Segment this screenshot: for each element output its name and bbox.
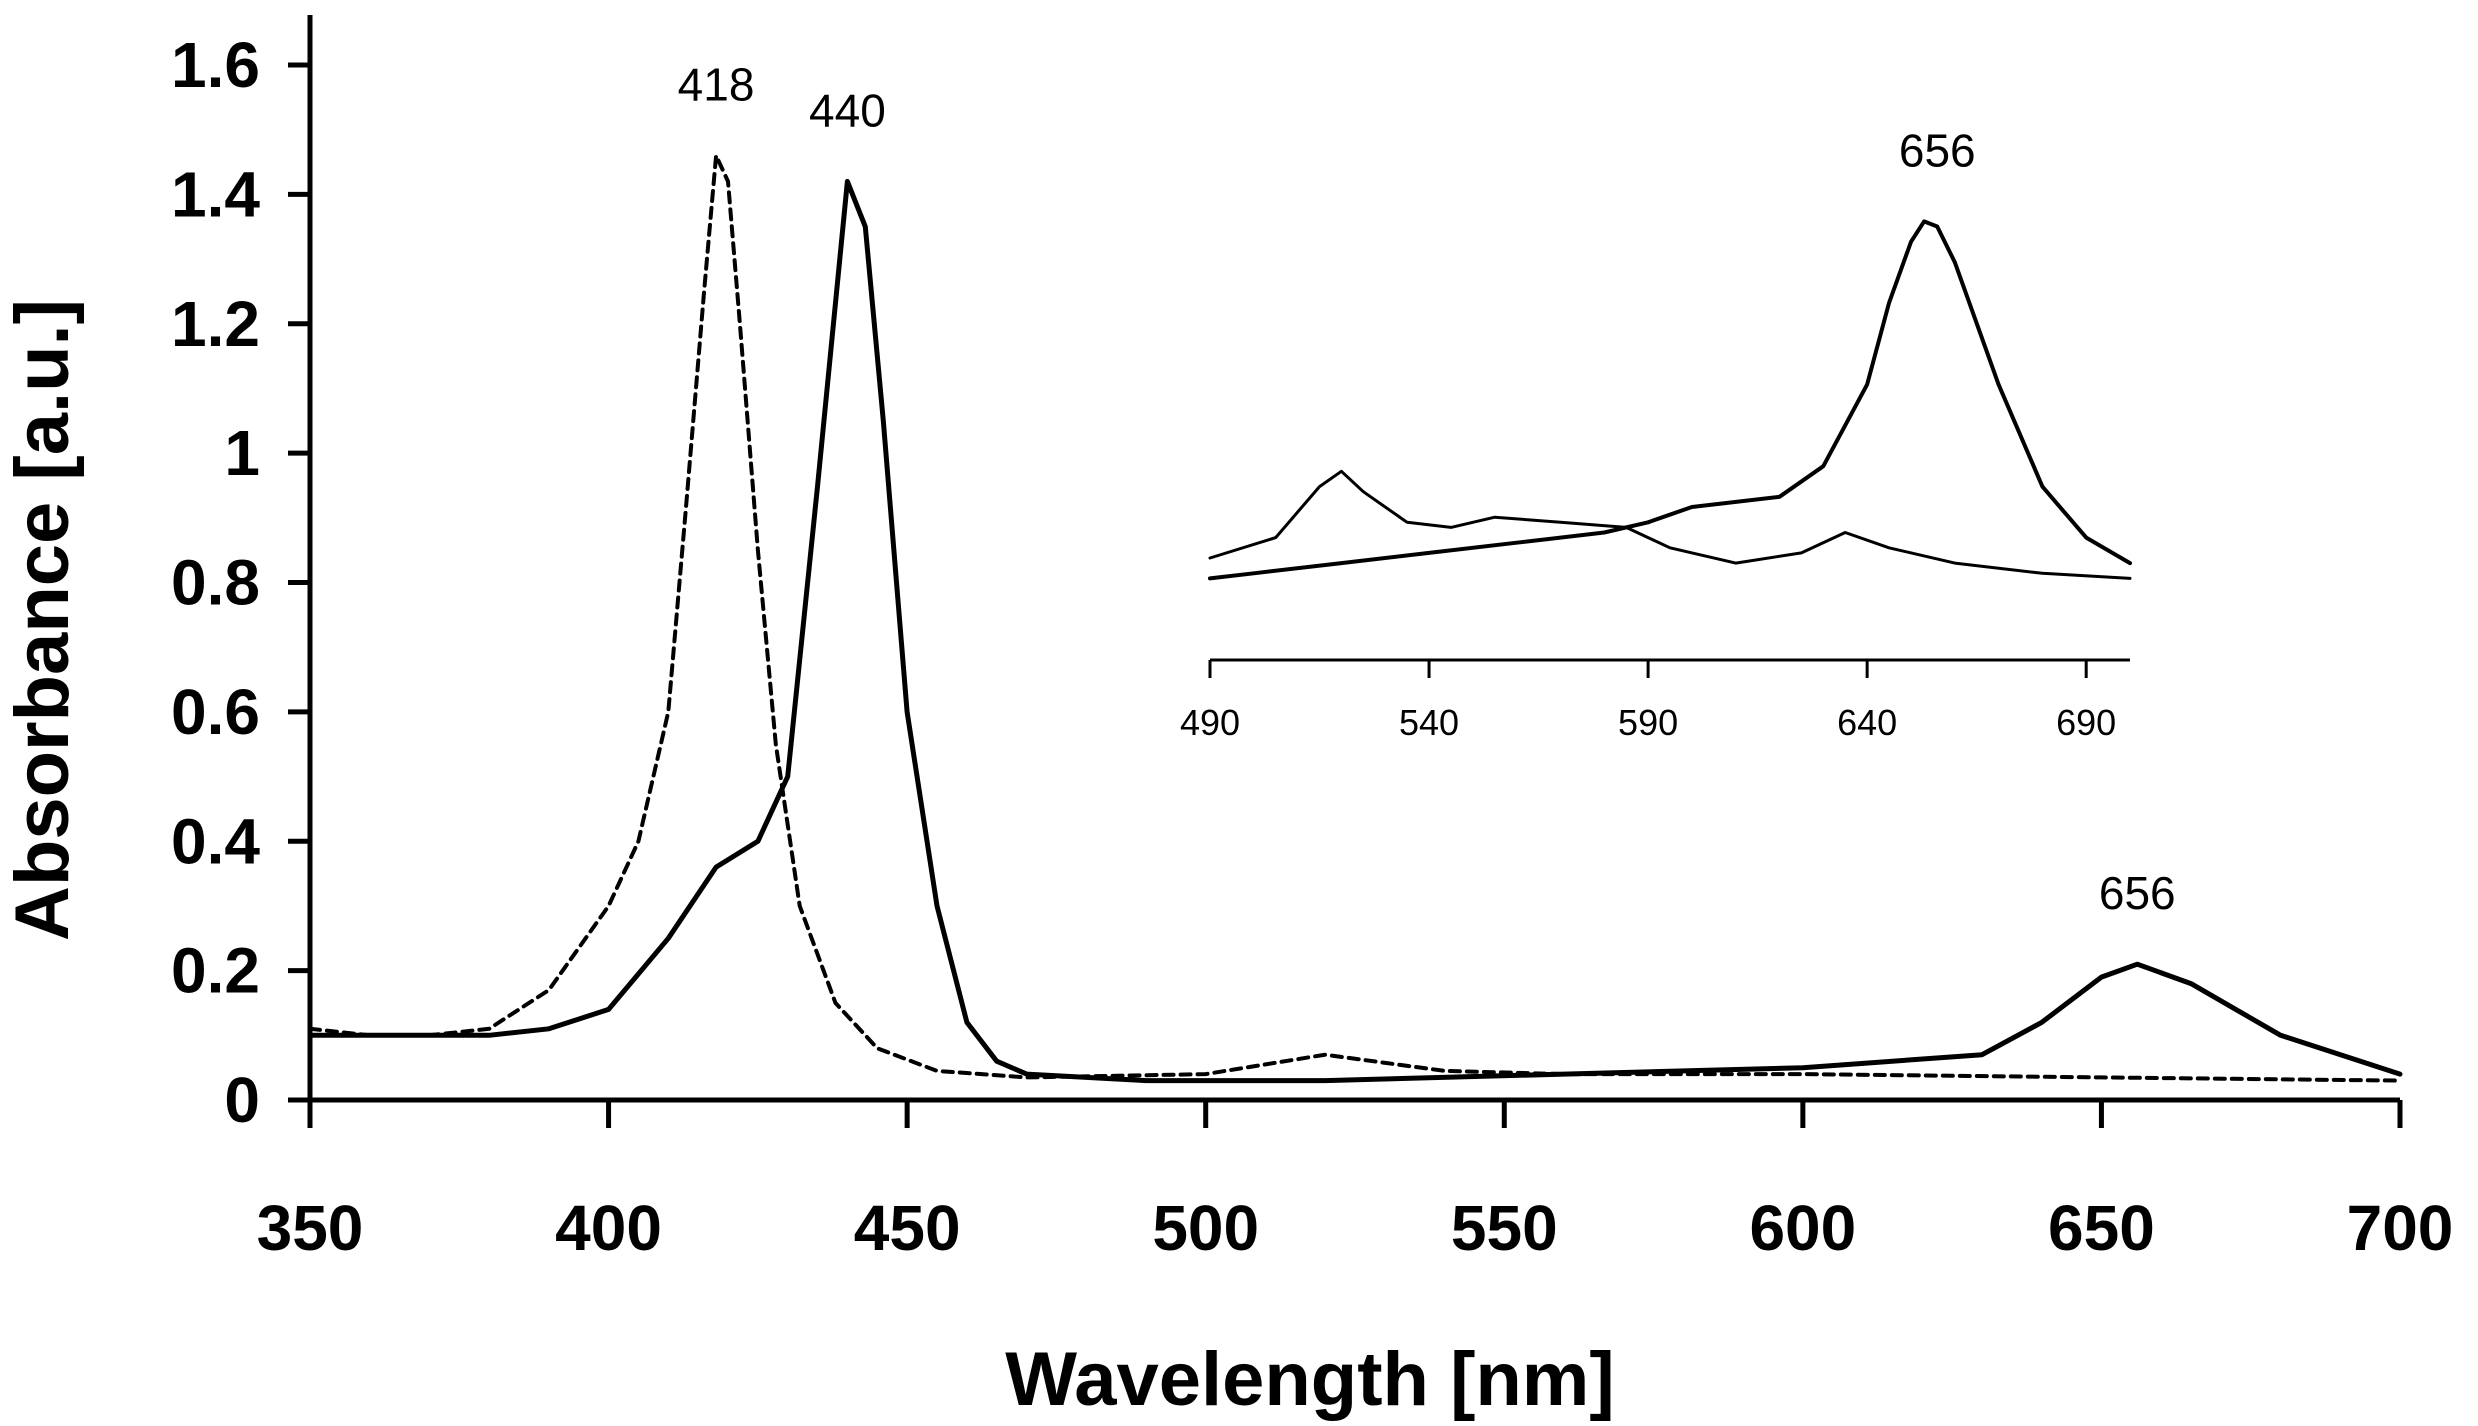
series-line-2 bbox=[307, 178, 2403, 1084]
y-tick-label: 0 bbox=[224, 1064, 260, 1136]
peak-label-656: 656 bbox=[2099, 867, 2176, 919]
x-tick-label: 700 bbox=[2347, 1192, 2454, 1264]
inset-x-tick-label: 640 bbox=[1837, 702, 1897, 743]
y-tick-label: 1 bbox=[224, 417, 260, 489]
y-tick-label: 0.6 bbox=[171, 676, 260, 748]
x-tick-label: 450 bbox=[854, 1192, 961, 1264]
inset-x-tick-label: 540 bbox=[1399, 702, 1459, 743]
y-tick-label: 0.4 bbox=[171, 805, 260, 877]
y-tick-label: 0.2 bbox=[171, 935, 260, 1007]
series-line-1 bbox=[308, 153, 2402, 1083]
inset-series-line-2 bbox=[1208, 469, 2132, 580]
main-axes: 350 400 450 500 550 600 650 700 0 0.2 0.4 0.6 0.8 1 1.… bbox=[171, 15, 2453, 1264]
inset-series-line-1 bbox=[1208, 219, 2132, 581]
x-tick-label: 550 bbox=[1451, 1192, 1558, 1264]
x-tick-label: 400 bbox=[555, 1192, 662, 1264]
y-tick-label: 1.6 bbox=[171, 29, 260, 101]
x-tick-label: 350 bbox=[257, 1192, 364, 1264]
main-annotations: 418 440 656 bbox=[678, 59, 2176, 920]
y-axis-title: Absorbance [a.u.] bbox=[0, 299, 85, 941]
x-tick-label: 500 bbox=[1152, 1192, 1259, 1264]
inset-annotations: 656 bbox=[1899, 124, 1976, 176]
peak-label-418: 418 bbox=[678, 59, 755, 111]
inset-axes: 490 540 590 640 690 bbox=[1180, 658, 2130, 743]
inset-x-tick-label: 490 bbox=[1180, 702, 1240, 743]
inset-x-tick-label: 590 bbox=[1618, 702, 1678, 743]
peak-label-440: 440 bbox=[809, 84, 886, 136]
x-tick-label: 650 bbox=[2048, 1192, 2155, 1264]
y-tick-label: 0.8 bbox=[171, 547, 260, 619]
x-axis-title: Wavelength [nm] bbox=[1005, 1337, 1614, 1422]
y-tick-label: 1.2 bbox=[171, 288, 260, 360]
y-tick-label: 1.4 bbox=[171, 158, 260, 230]
inset-peak-label-656: 656 bbox=[1899, 124, 1976, 176]
inset-series-group bbox=[1208, 219, 2132, 581]
main-series-group bbox=[307, 153, 2403, 1084]
x-tick-label: 600 bbox=[1749, 1192, 1856, 1264]
inset-x-tick-label: 690 bbox=[2056, 702, 2116, 743]
